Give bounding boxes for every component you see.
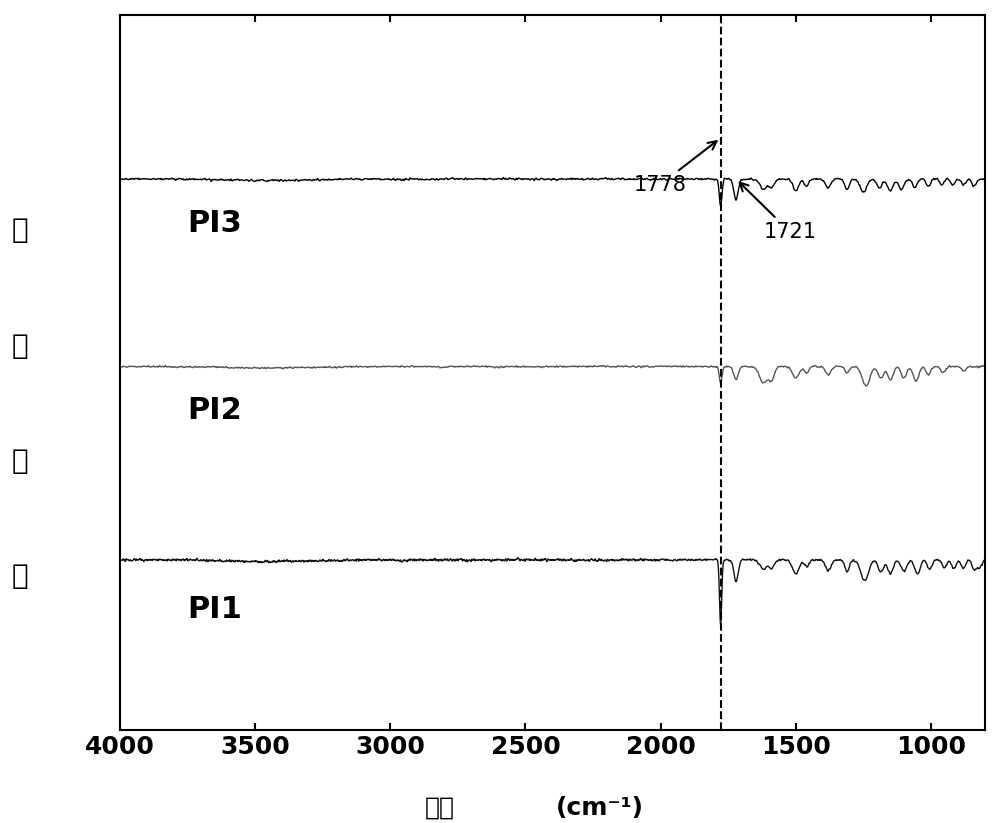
Text: 1778: 1778 xyxy=(634,142,717,195)
Text: 光: 光 xyxy=(12,447,28,475)
Text: 透: 透 xyxy=(12,332,28,360)
Text: 波数: 波数 xyxy=(425,796,455,820)
Text: 1721: 1721 xyxy=(740,183,816,242)
Text: PI2: PI2 xyxy=(188,396,242,425)
Text: 一: 一 xyxy=(12,216,28,244)
Text: PI1: PI1 xyxy=(188,596,242,625)
Text: PI3: PI3 xyxy=(188,209,242,238)
Text: 率: 率 xyxy=(12,562,28,590)
Text: (cm⁻¹): (cm⁻¹) xyxy=(556,796,644,820)
